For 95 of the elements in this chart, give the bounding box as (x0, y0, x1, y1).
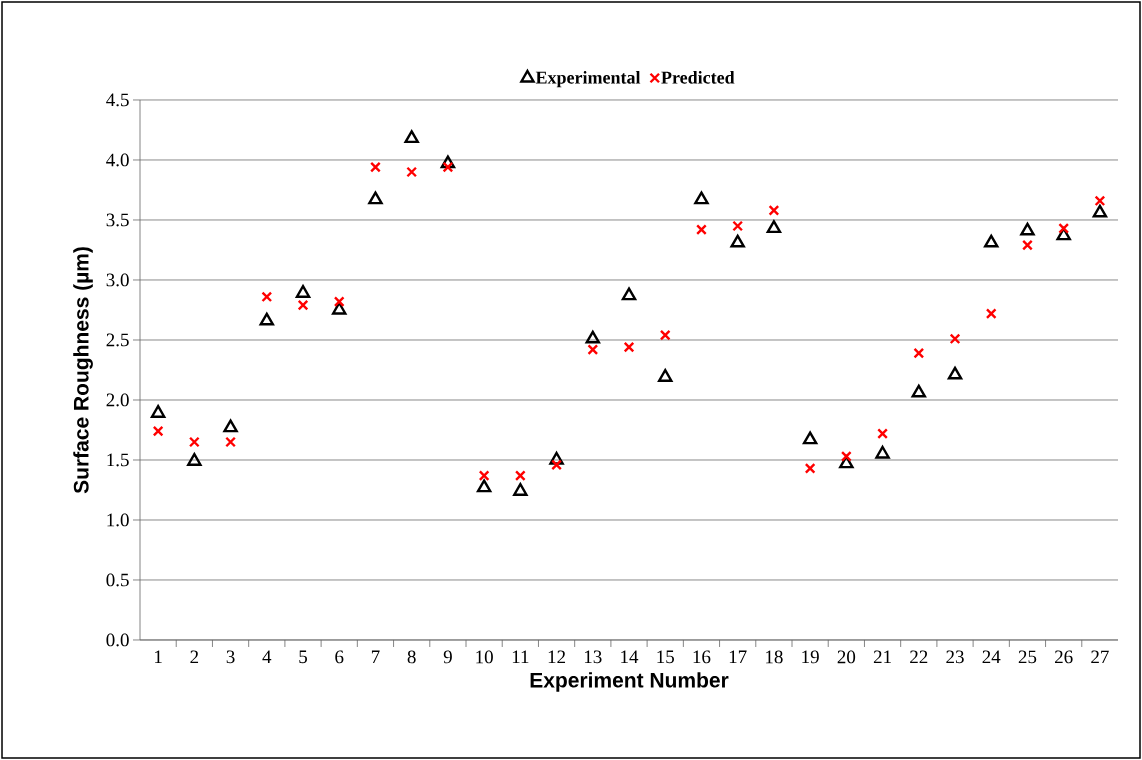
point (877, 428, 889, 440)
legend-label: Experimental (535, 71, 641, 88)
x-tick-label: 1 (155, 650, 162, 664)
point (514, 470, 526, 482)
point (368, 191, 383, 205)
point (225, 436, 237, 448)
y-tick-label: 0.0 (106, 633, 129, 647)
point (551, 459, 563, 471)
point (1092, 204, 1108, 218)
point (442, 161, 454, 173)
point (150, 404, 166, 418)
point (947, 366, 963, 380)
x-tick-label: 26 (1055, 650, 1073, 664)
point (840, 450, 852, 462)
point (476, 479, 492, 493)
x-tick-label: 8 (407, 650, 416, 664)
point (406, 166, 418, 178)
point (913, 347, 925, 359)
x-tick-label: 15 (657, 650, 674, 664)
x-tick-label: 23 (946, 650, 964, 664)
x-tick-label: 11 (512, 650, 529, 664)
x-tick-label: 14 (621, 650, 639, 664)
point (1094, 195, 1106, 207)
y-tick-label: 2.5 (106, 333, 129, 347)
point (1058, 222, 1070, 234)
x-tick-label: 2 (190, 650, 199, 664)
point (223, 419, 238, 433)
point (331, 301, 347, 315)
y-tick-label: 3.0 (106, 273, 129, 287)
y-tick-label: 2.0 (106, 393, 129, 407)
x-tick-label: 18 (766, 650, 783, 664)
x-tick-label: 13 (584, 650, 602, 664)
point (985, 308, 997, 320)
point (295, 284, 311, 298)
x-tick-label: 12 (548, 650, 566, 664)
point (949, 333, 961, 345)
point (440, 155, 456, 169)
x-tick-label: 24 (982, 650, 1001, 664)
point (696, 224, 707, 236)
point (333, 296, 345, 308)
y-tick-label: 1.5 (107, 453, 129, 467)
legend-label: Predicted (661, 71, 735, 84)
x-axis-title: Experiment Number (530, 672, 729, 692)
point (259, 312, 275, 326)
point (659, 329, 671, 341)
point (804, 462, 816, 474)
point (694, 191, 709, 205)
point (1020, 222, 1035, 236)
point (983, 234, 999, 248)
x-tick-label: 22 (910, 650, 928, 664)
point (657, 368, 673, 382)
point (585, 330, 601, 344)
point (404, 130, 419, 144)
x-tick-label: 3 (226, 650, 235, 664)
x-tick-label: 19 (802, 650, 819, 664)
x-tick-label: 21 (873, 650, 891, 664)
point (187, 452, 202, 466)
x-tick-label: 20 (837, 650, 856, 664)
point (802, 431, 818, 445)
point (1056, 227, 1071, 241)
y-tick-label: 3.5 (106, 213, 129, 227)
point (188, 436, 200, 448)
point (730, 234, 745, 248)
y-axis-title: Surface Roughness (µm) (73, 247, 93, 494)
point (1022, 239, 1033, 251)
point (766, 220, 782, 234)
point (549, 451, 564, 465)
point (261, 291, 273, 303)
point (875, 445, 890, 459)
x-tick-label: 6 (335, 650, 344, 664)
point (297, 299, 309, 311)
x-tick-label: 16 (693, 650, 711, 664)
x-tick-label: 9 (443, 650, 452, 664)
point (911, 384, 927, 398)
point (513, 482, 528, 496)
point (152, 425, 164, 437)
point (370, 161, 381, 173)
x-tick-label: 17 (729, 650, 747, 664)
x-tick-label: 25 (1018, 650, 1037, 664)
point (623, 341, 635, 353)
point (621, 287, 637, 301)
y-tick-label: 4.0 (106, 153, 129, 167)
point (839, 455, 854, 469)
point (768, 204, 780, 216)
x-tick-label: 7 (371, 650, 380, 663)
y-tick-label: 1.0 (107, 513, 129, 527)
x-tick-label: 27 (1091, 650, 1109, 664)
y-tick-label: 4.5 (106, 93, 129, 107)
x-tick-label: 10 (476, 650, 493, 664)
x-tick-label: 5 (299, 650, 308, 664)
x-tick-label: 4 (262, 650, 272, 664)
point (478, 470, 490, 482)
point (587, 344, 599, 356)
point (732, 220, 744, 232)
y-tick-label: 0.5 (106, 573, 129, 587)
